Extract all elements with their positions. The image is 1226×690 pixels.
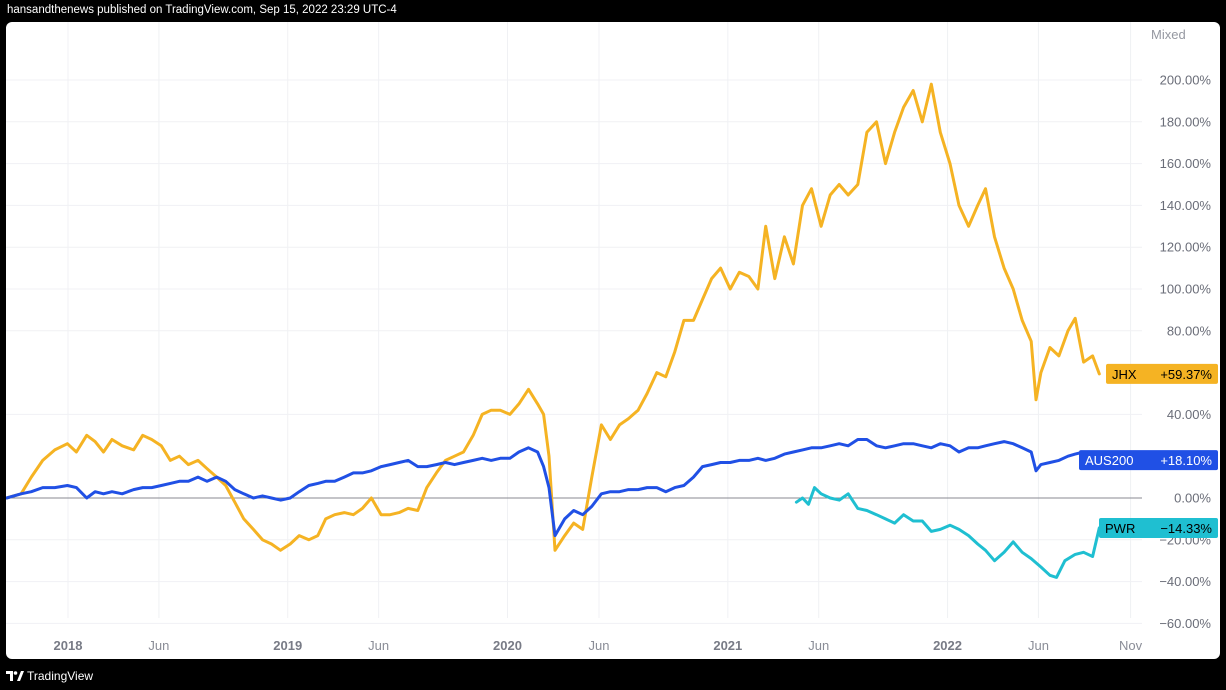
chart[interactable]: Mixed 200.00% 180.00% 160.00% 140.00% 120.00%… <box>6 22 1220 659</box>
header-bar: hansandthenews published on TradingView.… <box>0 0 1226 22</box>
y-tick-label: −60.00% <box>1159 616 1211 631</box>
x-tick-label: 2020 <box>493 638 522 653</box>
x-tick-label: Nov <box>1119 638 1143 653</box>
tag-series-name: PWR <box>1105 521 1135 536</box>
y-tick-label: 160.00% <box>1160 156 1212 171</box>
x-tick-label: 2019 <box>273 638 302 653</box>
series-line-aus200[interactable] <box>6 438 1101 538</box>
y-axis[interactable]: Mixed 200.00% 180.00% 160.00% 140.00% 120.00%… <box>1151 27 1211 631</box>
series-line-pwr[interactable] <box>794 486 1101 579</box>
tag-value: +59.37% <box>1160 367 1212 382</box>
x-tick-label: 2022 <box>933 638 962 653</box>
last-value-tag-jhx[interactable]: JHX +59.37% <box>1106 363 1218 384</box>
y-tick-label: 100.00% <box>1160 282 1212 297</box>
x-tick-label: 2021 <box>713 638 742 653</box>
series-line-jhx[interactable] <box>6 82 1101 552</box>
x-tick-label: Jun <box>1028 638 1049 653</box>
footer-bar: TradingView <box>0 662 1226 690</box>
tag-background <box>1106 363 1218 384</box>
publish-attribution: hansandthenews published on TradingView.… <box>7 4 397 16</box>
x-tick-label: Jun <box>368 638 389 653</box>
tag-background <box>1079 450 1218 471</box>
y-tick-label: 0.00% <box>1174 491 1211 506</box>
tag-series-name: AUS200 <box>1085 453 1133 468</box>
scale-mode-label[interactable]: Mixed <box>1151 27 1186 42</box>
tag-value: −14.33% <box>1160 521 1212 536</box>
last-value-labels: JHX +59.37% AUS200 +18.10% PWR −14.33% <box>1079 363 1218 538</box>
tag-series-name: JHX <box>1112 367 1137 382</box>
x-tick-label: 2018 <box>54 638 83 653</box>
tag-background <box>1099 517 1218 538</box>
x-tick-label: Jun <box>148 638 169 653</box>
x-tick-label: Jun <box>808 638 829 653</box>
last-value-tag-aus200[interactable]: AUS200 +18.10% <box>1079 450 1218 471</box>
tag-value: +18.10% <box>1160 453 1212 468</box>
last-value-tag-pwr[interactable]: PWR −14.33% <box>1099 517 1218 538</box>
y-tick-label: 140.00% <box>1160 198 1212 213</box>
y-tick-label: 180.00% <box>1160 114 1212 129</box>
y-tick-label: 120.00% <box>1160 240 1212 255</box>
grid <box>6 22 1142 624</box>
y-tick-label: −40.00% <box>1159 574 1211 589</box>
y-tick-label: 80.00% <box>1167 323 1212 338</box>
series-layer <box>6 82 1101 579</box>
chart-panel: Mixed 200.00% 180.00% 160.00% 140.00% 120.00%… <box>6 22 1220 659</box>
tradingview-brand: TradingView <box>27 669 94 683</box>
y-tick-label: 40.00% <box>1167 407 1212 422</box>
y-tick-label: 200.00% <box>1160 73 1212 88</box>
x-tick-label: Jun <box>588 638 609 653</box>
tradingview-logo-icon <box>6 671 24 681</box>
x-axis[interactable]: 2018 Jun 2019 Jun 2020 Jun 2021 Jun 2022 Jun Nov <box>54 638 1143 653</box>
